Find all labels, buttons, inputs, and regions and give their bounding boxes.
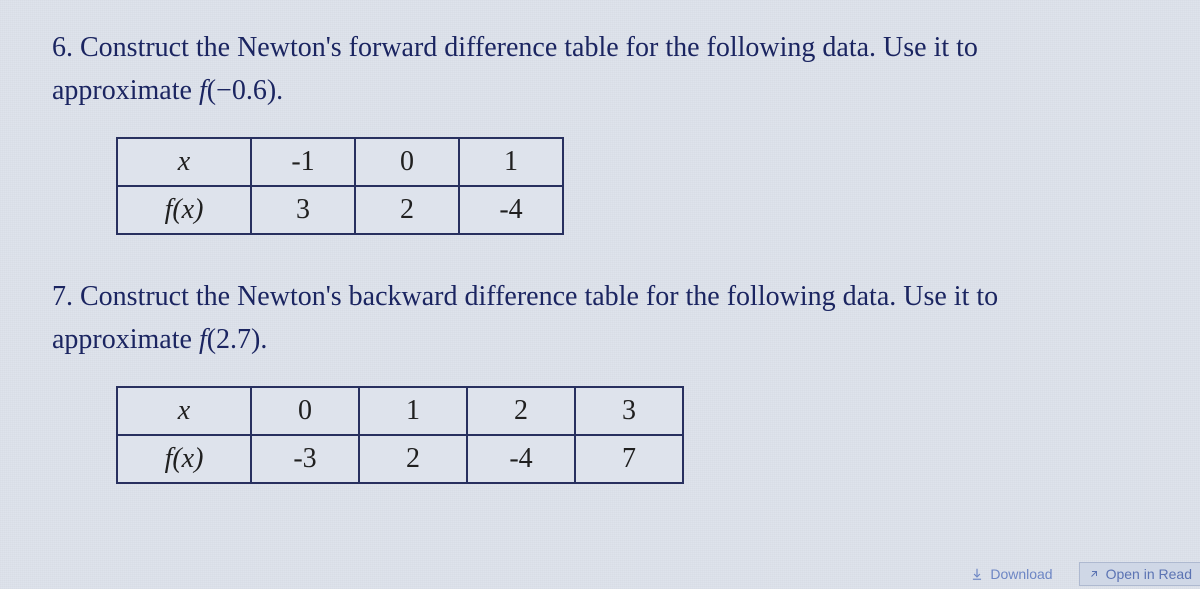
problem-6-table: x -1 0 1 f(x) 3 2 -4 xyxy=(116,137,564,235)
problem-6-number: 6. xyxy=(52,32,73,63)
table-cell: 7 xyxy=(575,435,683,483)
download-button[interactable]: Download xyxy=(970,566,1052,582)
table-cell: 3 xyxy=(575,387,683,435)
table-cell: 2 xyxy=(467,387,575,435)
table-cell: 0 xyxy=(355,138,459,186)
row-header-x: x xyxy=(117,138,251,186)
table-cell: 1 xyxy=(459,138,563,186)
problem-7-number: 7. xyxy=(52,281,73,312)
table-row: f(x) 3 2 -4 xyxy=(117,186,563,234)
download-icon xyxy=(970,567,984,581)
table-cell: 0 xyxy=(251,387,359,435)
table-cell: 2 xyxy=(355,186,459,234)
expand-icon xyxy=(1088,568,1100,580)
table-row: x 0 1 2 3 xyxy=(117,387,683,435)
table-row: x -1 0 1 xyxy=(117,138,563,186)
problem-6-line1: Construct the Newton's forward differenc… xyxy=(80,32,978,63)
problem-6-line2-prefix: approximate xyxy=(52,75,199,106)
table-cell: 3 xyxy=(251,186,355,234)
problem-7-func-arg: (2.7). xyxy=(207,324,268,355)
table-cell: 1 xyxy=(359,387,467,435)
document-page: 6. Construct the Newton's forward differ… xyxy=(0,0,1200,484)
problem-7-line1: Construct the Newton's backward differen… xyxy=(80,281,998,312)
problem-6-func-arg: (−0.6). xyxy=(207,75,283,106)
fx-paren: (x) xyxy=(172,194,203,225)
table-cell: 2 xyxy=(359,435,467,483)
problem-7-table: x 0 1 2 3 f(x) -3 2 -4 7 xyxy=(116,386,684,484)
problem-7: 7. Construct the Newton's backward diffe… xyxy=(52,275,1148,362)
problem-6: 6. Construct the Newton's forward differ… xyxy=(52,26,1148,113)
problem-7-func-symbol: f xyxy=(199,324,207,355)
problem-7-line2-prefix: approximate xyxy=(52,324,199,355)
table-cell: -3 xyxy=(251,435,359,483)
open-in-reader-button[interactable]: Open in Read xyxy=(1079,562,1200,586)
viewer-toolbar: Download Open in Read xyxy=(970,559,1200,589)
fx-paren: (x) xyxy=(172,443,203,474)
open-label: Open in Read xyxy=(1106,566,1192,582)
row-header-x: x xyxy=(117,387,251,435)
problem-6-func-symbol: f xyxy=(199,75,207,106)
table-row: f(x) -3 2 -4 7 xyxy=(117,435,683,483)
row-header-fx: f(x) xyxy=(117,435,251,483)
row-header-fx: f(x) xyxy=(117,186,251,234)
table-cell: -4 xyxy=(459,186,563,234)
download-label: Download xyxy=(990,566,1052,582)
table-cell: -1 xyxy=(251,138,355,186)
table-cell: -4 xyxy=(467,435,575,483)
